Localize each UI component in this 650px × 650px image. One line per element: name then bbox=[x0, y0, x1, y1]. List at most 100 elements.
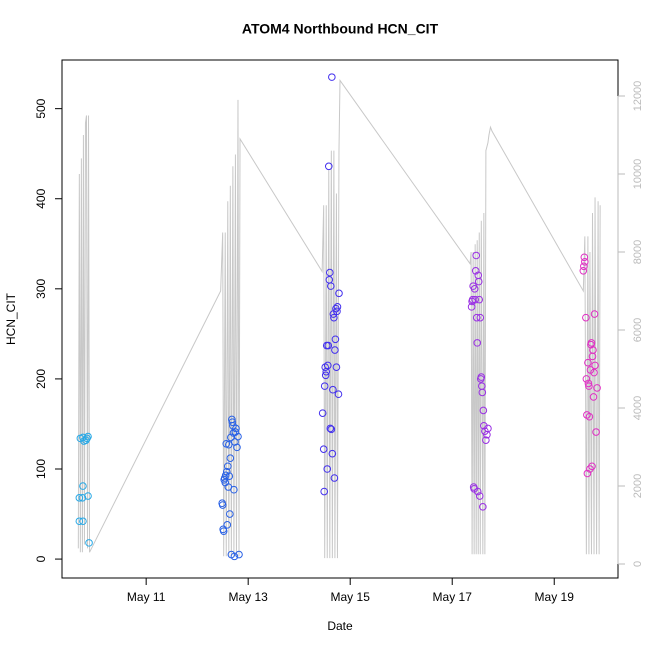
altitude-line bbox=[77, 78, 601, 559]
point bbox=[475, 295, 484, 304]
point bbox=[471, 267, 480, 275]
point bbox=[581, 257, 589, 266]
point bbox=[591, 361, 599, 370]
y-tick-label: 0 bbox=[34, 555, 48, 562]
point bbox=[230, 552, 239, 561]
point bbox=[325, 268, 334, 277]
point bbox=[473, 339, 482, 347]
point bbox=[79, 517, 87, 526]
point bbox=[479, 406, 488, 415]
point bbox=[327, 282, 335, 290]
point bbox=[79, 482, 87, 490]
point bbox=[329, 385, 337, 394]
x-tick-label: May 19 bbox=[535, 590, 575, 604]
point bbox=[471, 295, 479, 304]
y2-tick-label: 0 bbox=[632, 561, 644, 567]
point bbox=[330, 313, 338, 322]
x-tick-label: May 13 bbox=[229, 590, 269, 604]
point bbox=[473, 487, 482, 496]
point bbox=[480, 421, 488, 430]
x-tick-label: May 17 bbox=[433, 590, 473, 604]
point bbox=[580, 262, 588, 271]
point bbox=[467, 303, 476, 311]
point bbox=[579, 267, 588, 275]
point bbox=[75, 494, 84, 502]
y2-tick-label: 8000 bbox=[632, 240, 644, 264]
point bbox=[587, 339, 596, 347]
y-axis-title: HCN_CIT bbox=[4, 292, 18, 345]
point bbox=[226, 454, 235, 462]
y-tick-label: 300 bbox=[34, 278, 48, 298]
y2-tick-label: 10000 bbox=[632, 159, 644, 190]
point bbox=[476, 313, 485, 322]
point bbox=[75, 517, 84, 526]
point bbox=[592, 428, 600, 436]
y2-tick-label: 12000 bbox=[632, 81, 644, 112]
point bbox=[85, 539, 93, 547]
point bbox=[582, 375, 591, 383]
point bbox=[585, 382, 593, 390]
point bbox=[328, 449, 337, 458]
point bbox=[583, 469, 592, 478]
point bbox=[328, 73, 336, 81]
point bbox=[333, 307, 341, 316]
point bbox=[335, 289, 343, 298]
y-tick-label: 400 bbox=[34, 188, 48, 208]
point bbox=[83, 434, 91, 443]
point bbox=[226, 510, 234, 518]
point bbox=[231, 428, 240, 436]
point bbox=[225, 440, 233, 449]
point bbox=[484, 424, 492, 433]
point bbox=[323, 361, 332, 370]
x-axis-title: Date bbox=[327, 619, 353, 633]
point bbox=[585, 412, 594, 421]
point bbox=[580, 253, 589, 262]
point bbox=[225, 472, 234, 481]
point bbox=[219, 527, 228, 535]
point bbox=[232, 424, 240, 433]
point bbox=[590, 368, 598, 377]
point bbox=[479, 503, 487, 511]
point bbox=[590, 310, 599, 318]
point bbox=[482, 436, 490, 444]
y2-tick-label: 4000 bbox=[632, 396, 644, 420]
point bbox=[584, 379, 593, 388]
point bbox=[472, 251, 480, 260]
point bbox=[324, 341, 333, 350]
point bbox=[582, 313, 590, 322]
chart-title: ATOM4 Northbound HCN_CIT bbox=[242, 21, 439, 37]
point bbox=[593, 384, 601, 392]
point bbox=[470, 285, 479, 293]
point bbox=[474, 277, 483, 286]
point bbox=[84, 432, 92, 441]
point bbox=[230, 485, 238, 494]
point bbox=[321, 371, 330, 380]
x-tick-label: May 11 bbox=[127, 590, 166, 604]
point bbox=[332, 363, 341, 371]
y-tick-label: 200 bbox=[34, 369, 48, 389]
point bbox=[331, 335, 340, 344]
point bbox=[223, 521, 232, 529]
point bbox=[222, 467, 231, 476]
y2-tick-label: 2000 bbox=[632, 474, 644, 498]
point bbox=[221, 471, 230, 480]
point bbox=[334, 390, 343, 399]
point bbox=[478, 388, 487, 397]
point bbox=[584, 358, 592, 367]
point bbox=[218, 501, 227, 509]
point bbox=[323, 465, 332, 473]
point bbox=[324, 162, 333, 171]
x-tick-label: May 15 bbox=[331, 590, 371, 604]
point bbox=[234, 432, 242, 441]
y2-tick-label: 6000 bbox=[632, 318, 644, 342]
point bbox=[331, 346, 339, 354]
point bbox=[228, 418, 237, 426]
y-tick-label: 500 bbox=[34, 98, 48, 118]
point bbox=[327, 425, 336, 434]
point bbox=[320, 487, 328, 496]
point bbox=[589, 393, 598, 401]
point bbox=[475, 492, 484, 500]
point bbox=[235, 550, 243, 559]
point bbox=[477, 373, 486, 381]
